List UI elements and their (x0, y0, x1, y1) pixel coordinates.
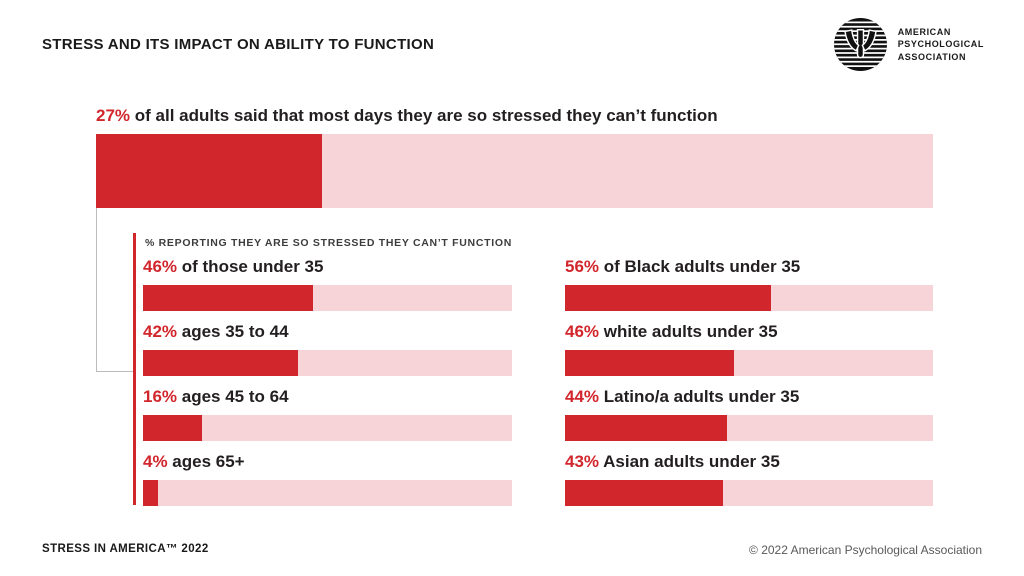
stat-bar-track (565, 350, 933, 376)
stat-value: 16% (143, 387, 178, 406)
stat-label: 4% ages 65+ (143, 452, 512, 474)
stat-label: 44% Latino/a adults under 35 (565, 387, 933, 409)
stat-row-under-35: 46% of those under 35 (143, 257, 512, 311)
stat-value: 56% (565, 257, 600, 276)
stat-value: 46% (565, 322, 600, 341)
connector-line-horizontal (96, 371, 133, 372)
stat-label: 56% of Black adults under 35 (565, 257, 933, 279)
stat-value: 43% (565, 452, 600, 471)
footer-copyright: © 2022 American Psychological Associatio… (749, 543, 982, 557)
stat-bar-track (143, 480, 512, 506)
overall-stat-text: of all adults said that most days they a… (130, 106, 718, 125)
stat-bar-track (565, 480, 933, 506)
overall-stat-value: 27% (96, 106, 131, 125)
stat-row-65-plus: 4% ages 65+ (143, 452, 512, 506)
stat-text: ages 65+ (167, 452, 245, 471)
stat-text: Latino/a adults under 35 (599, 387, 800, 406)
stat-row-black-under-35: 56% of Black adults under 35 (565, 257, 933, 311)
stat-bar-fill (143, 285, 313, 311)
connector-line-vertical (96, 208, 97, 372)
stat-value: 44% (565, 387, 600, 406)
stat-value: 4% (143, 452, 168, 471)
stat-bar-fill (565, 350, 735, 376)
group-label: % REPORTING THEY ARE SO STRESSED THEY CA… (145, 237, 512, 249)
stat-label: 42% ages 35 to 44 (143, 322, 512, 344)
apa-logo-wordmark: AMERICAN PSYCHOLOGICAL ASSOCIATION (897, 27, 984, 62)
overall-stat-headline: 27% of all adults said that most days th… (96, 106, 718, 126)
stat-text: of Black adults under 35 (599, 257, 801, 276)
stat-bar-fill (565, 285, 772, 311)
stat-bar-fill (565, 480, 724, 506)
stat-label: 46% white adults under 35 (565, 322, 933, 344)
apa-logo: AMERICAN PSYCHOLOGICAL ASSOCIATION (832, 16, 984, 73)
overall-bar-track (96, 134, 933, 208)
stat-bar-fill (143, 480, 158, 506)
stat-bar-track (143, 285, 512, 311)
stat-row-latino-under-35: 44% Latino/a adults under 35 (565, 387, 933, 441)
apa-logo-icon (833, 18, 887, 71)
page-title: STRESS AND ITS IMPACT ON ABILITY TO FUNC… (42, 36, 435, 53)
stat-row-45-64: 16% ages 45 to 64 (143, 387, 512, 441)
stat-label: 46% of those under 35 (143, 257, 512, 279)
footer-brand: STRESS IN AMERICA™ 2022 (42, 543, 209, 555)
stat-label: 16% ages 45 to 64 (143, 387, 512, 409)
stat-text: ages 35 to 44 (177, 322, 289, 341)
red-rule (133, 233, 136, 505)
stat-bar-track (143, 415, 512, 441)
stat-bar-fill (143, 415, 203, 441)
stat-row-asian-under-35: 43% Asian adults under 35 (565, 452, 933, 506)
stat-text: white adults under 35 (599, 322, 778, 341)
stat-label: 43% Asian adults under 35 (565, 452, 933, 474)
stat-bar-track (143, 350, 512, 376)
stat-value: 46% (143, 257, 178, 276)
stat-row-white-under-35: 46% white adults under 35 (565, 322, 933, 376)
stat-row-35-44: 42% ages 35 to 44 (143, 322, 512, 376)
stat-text: of those under 35 (177, 257, 324, 276)
stat-value: 42% (143, 322, 178, 341)
stat-bar-track (565, 285, 933, 311)
stat-text: Asian adults under 35 (599, 452, 780, 471)
stat-bar-fill (143, 350, 298, 376)
stat-bar-fill (565, 415, 727, 441)
stat-text: ages 45 to 64 (177, 387, 289, 406)
stat-bar-track (565, 415, 933, 441)
overall-bar-fill (96, 134, 322, 208)
